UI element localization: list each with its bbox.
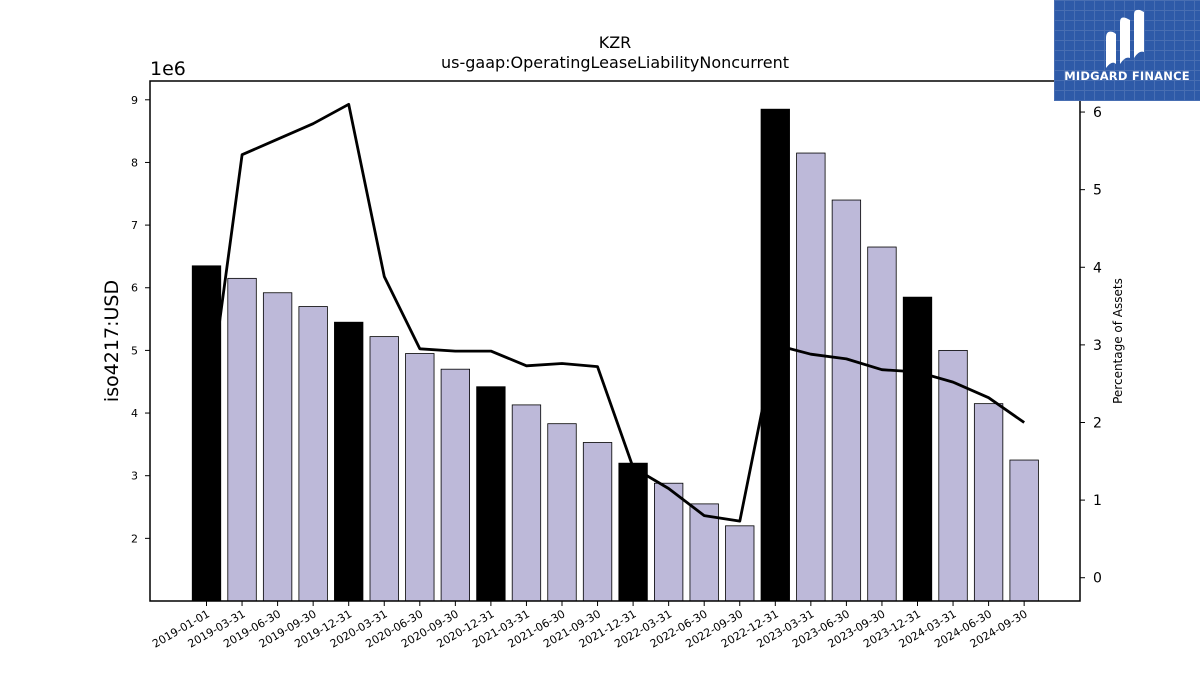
bar-2021-06-30 [547, 423, 577, 602]
percentage-line [205, 102, 1026, 523]
x-axis: 2019-01-012019-03-312019-06-302019-09-30… [150, 601, 1030, 651]
bar-2022-06-30 [689, 503, 719, 602]
y-tick-label: 3 [131, 470, 138, 483]
y2-tick-label: 2 [1093, 415, 1102, 431]
bar-2024-09-30 [1009, 459, 1039, 602]
bar-2024-03-31 [938, 349, 968, 602]
bar-2020-09-30 [440, 368, 471, 602]
bar-2023-03-31 [796, 152, 826, 602]
y-axis-label: iso4217:USD [101, 280, 123, 402]
bar-2019-12-31 [334, 321, 364, 602]
chart-title: KZR [599, 33, 632, 52]
y2-tick-label: 1 [1093, 493, 1102, 509]
y-tick-label: 5 [131, 344, 138, 357]
bar-2022-12-31 [760, 108, 790, 602]
bar-2022-09-30 [725, 525, 755, 602]
y2-tick-label: 6 [1093, 105, 1102, 121]
midgard-mark-icon [1106, 9, 1144, 69]
y-tick-label: 6 [131, 282, 138, 295]
y2-tick-label: 3 [1093, 338, 1102, 354]
bar-2020-12-31 [476, 386, 506, 602]
y-tick-label: 2 [131, 532, 138, 545]
bar-2023-12-31 [902, 296, 933, 602]
bar-2019-03-31 [227, 277, 257, 602]
y2-tick-label: 5 [1093, 183, 1102, 199]
bar-2024-06-30 [973, 403, 1004, 602]
plot-frame [149, 80, 1081, 602]
bar-2021-09-30 [582, 442, 613, 602]
logo-text: MIDGARD FINANCE [1064, 69, 1190, 83]
y-tick-label: 7 [131, 219, 138, 232]
bar-2019-01-01 [191, 265, 222, 602]
midgard-finance-logo: MIDGARD FINANCE [1054, 0, 1200, 101]
bar-2022-03-31 [654, 482, 684, 602]
bar-2023-06-30 [831, 199, 862, 602]
bar-2020-06-30 [405, 353, 435, 602]
line-series [205, 102, 1026, 523]
y-tick-label: 9 [131, 94, 138, 107]
bar-series [191, 108, 1039, 602]
y-axis: 2 3 4 5 6 7 8 9 [131, 94, 150, 545]
y2-tick-label: 4 [1093, 260, 1102, 276]
bar-2019-06-30 [262, 292, 293, 602]
bar-2021-03-31 [511, 404, 542, 602]
bar-2023-09-30 [867, 246, 897, 602]
bar-2021-12-31 [618, 462, 648, 602]
bar-2019-09-30 [298, 306, 328, 602]
y-tick-label: 8 [131, 156, 138, 169]
chart-subtitle: us-gaap:OperatingLeaseLiabilityNoncurren… [441, 53, 789, 72]
y2-axis: 0 1 2 3 4 5 6 [1080, 105, 1102, 587]
y-tick-label: 4 [131, 407, 138, 420]
bar-2020-03-31 [369, 336, 399, 602]
y-offset-label: 1e6 [150, 58, 186, 80]
y2-axis-label: Percentage of Assets [1111, 278, 1125, 404]
y2-tick-label: 0 [1093, 571, 1102, 587]
